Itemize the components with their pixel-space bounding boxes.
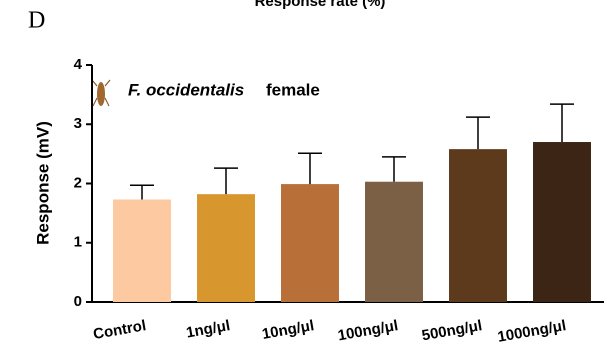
x-tick-label: 500ng/μl	[420, 317, 483, 344]
x-tick-label: 1ng/μl	[185, 317, 231, 341]
annotation-sex: female	[266, 80, 320, 99]
bar	[533, 142, 591, 302]
insect-icon	[91, 79, 111, 107]
error-bar	[214, 167, 238, 195]
error-bar	[298, 152, 322, 185]
bar	[113, 199, 171, 302]
error-bar	[382, 156, 406, 182]
x-tick-label: 100ng/μl	[336, 317, 399, 344]
x-tick-label: 10ng/μl	[261, 317, 316, 343]
panel-label: D	[28, 8, 45, 34]
y-tick-label: 3	[74, 115, 82, 132]
bar	[281, 184, 339, 302]
y-tick-label: 1	[74, 234, 82, 251]
y-tick-label: 2	[74, 174, 82, 191]
bar	[365, 181, 423, 302]
x-tick-label: 1000ng/μl	[496, 317, 567, 346]
error-bar	[466, 116, 490, 150]
y-axis-label: Response (mV)	[33, 121, 52, 245]
bar	[449, 149, 507, 302]
annotation-species: F. occidentalis	[128, 80, 244, 99]
error-bar	[550, 103, 574, 143]
error-bar	[130, 184, 154, 200]
chart-title: Response rate (%)	[255, 0, 386, 10]
x-tick-label: Control	[92, 317, 147, 343]
y-tick-label: 0	[74, 293, 82, 310]
bar	[197, 194, 255, 302]
y-tick-label: 4	[74, 56, 83, 73]
